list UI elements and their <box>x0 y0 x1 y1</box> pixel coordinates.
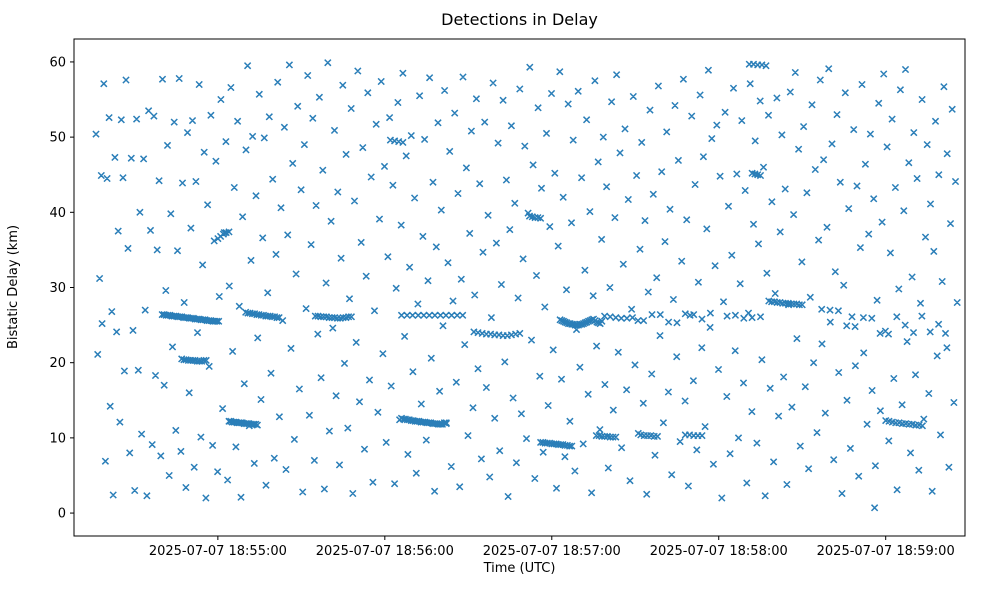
y-axis-label: Bistatic Delay (km) <box>6 225 21 349</box>
y-tick-label: 60 <box>49 55 66 70</box>
y-tick-label: 50 <box>49 131 66 146</box>
y-axis-ticks: 0 10 20 30 40 50 60 <box>49 55 74 522</box>
x-tick-label: 2025-07-07 18:58:00 <box>650 544 788 559</box>
x-tick-label: 2025-07-07 18:57:00 <box>483 544 621 559</box>
x-axis-ticks: 2025-07-07 18:55:00 2025-07-07 18:56:00 20… <box>149 536 955 559</box>
y-tick-label: 0 <box>58 507 66 522</box>
y-tick-label: 40 <box>49 206 66 221</box>
chart-title: Detections in Delay <box>441 10 598 29</box>
x-tick-label: 2025-07-07 18:59:00 <box>817 544 955 559</box>
x-tick-label: 2025-07-07 18:56:00 <box>316 544 454 559</box>
y-tick-label: 30 <box>49 281 66 296</box>
x-tick-label: 2025-07-07 18:55:00 <box>149 544 287 559</box>
data-point-markers <box>92 59 961 512</box>
y-tick-label: 10 <box>49 431 66 446</box>
y-tick-label: 20 <box>49 356 66 371</box>
scatter-points <box>92 59 961 512</box>
x-axis-label: Time (UTC) <box>483 561 556 576</box>
